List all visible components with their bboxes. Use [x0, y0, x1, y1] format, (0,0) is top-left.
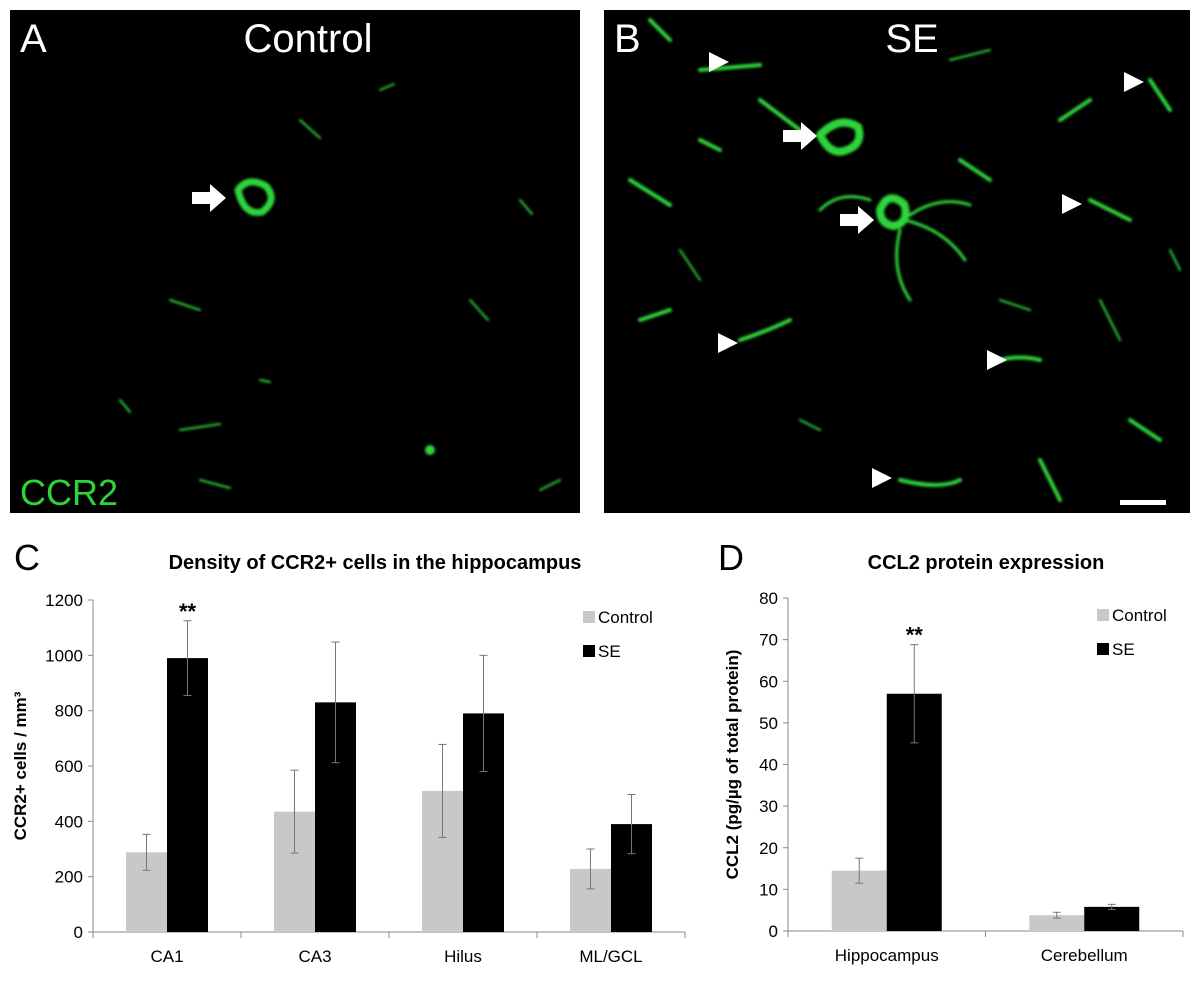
error-bar — [479, 654, 488, 773]
y-tick-label: 200 — [55, 868, 83, 887]
error-bar — [142, 833, 151, 871]
error-bar — [331, 641, 340, 764]
x-tick-label: Cerebellum — [1041, 946, 1128, 965]
legend-swatch — [583, 611, 595, 623]
y-axis-label: CCL2 (pg/µg of total protein) — [723, 650, 742, 880]
chart-title: CCL2 protein expression — [868, 552, 1105, 574]
legend-label: Control — [1112, 606, 1167, 625]
legend-swatch — [1097, 643, 1109, 655]
legend-label: SE — [598, 642, 621, 661]
bar — [1084, 906, 1140, 931]
bar — [167, 658, 208, 932]
y-tick-label: 70 — [759, 631, 778, 650]
y-axis-label: CCR2+ cells / mm³ — [11, 691, 30, 840]
y-tick-label: 0 — [769, 922, 778, 941]
y-tick-label: 80 — [759, 589, 778, 608]
panel-title: Control — [244, 17, 373, 61]
panel-title: SE — [885, 17, 938, 61]
y-tick-label: 30 — [759, 797, 778, 816]
y-tick-label: 60 — [759, 672, 778, 691]
panel-letter: D — [718, 537, 744, 578]
y-tick-label: 600 — [55, 757, 83, 776]
stain-b — [628, 18, 1181, 502]
y-tick-label: 50 — [759, 714, 778, 733]
error-bar — [1052, 911, 1061, 919]
panel-letter: C — [14, 537, 40, 578]
bar — [1029, 915, 1085, 931]
annotation: ** — [179, 599, 197, 624]
y-tick-label: 20 — [759, 839, 778, 858]
x-tick-label: ML/GCL — [579, 947, 642, 966]
x-tick-label: CA3 — [298, 947, 331, 966]
y-tick-label: 10 — [759, 880, 778, 899]
x-tick-label: Hilus — [444, 947, 482, 966]
y-tick-label: 800 — [55, 702, 83, 721]
panel-letter: B — [614, 17, 641, 61]
error-bar — [1107, 903, 1116, 910]
legend-swatch — [1097, 609, 1109, 621]
stain-a — [119, 83, 561, 491]
legend-label: SE — [1112, 640, 1135, 659]
arrows-b — [709, 52, 1166, 505]
y-tick-label: 400 — [55, 812, 83, 831]
legend-swatch — [583, 645, 595, 657]
error-bar — [627, 793, 636, 855]
y-tick-label: 0 — [74, 923, 83, 942]
y-tick-label: 40 — [759, 756, 778, 775]
x-tick-label: CA1 — [150, 947, 183, 966]
x-tick-label: Hippocampus — [835, 946, 939, 965]
error-bar — [183, 620, 192, 696]
error-bar — [855, 857, 864, 884]
chart-title: Density of CCR2+ cells in the hippocampu… — [169, 552, 582, 574]
error-bar — [586, 848, 595, 890]
arrow — [192, 184, 226, 212]
micrograph-a — [10, 10, 580, 513]
panel-letter: A — [20, 17, 47, 61]
error-bar — [438, 743, 447, 838]
legend-label: Control — [598, 608, 653, 627]
error-bar — [910, 644, 919, 744]
y-tick-label: 1000 — [45, 646, 83, 665]
stain-label: CCR2 — [20, 472, 118, 513]
error-bar — [290, 769, 299, 854]
annotation: ** — [906, 623, 924, 648]
y-tick-label: 1200 — [45, 591, 83, 610]
